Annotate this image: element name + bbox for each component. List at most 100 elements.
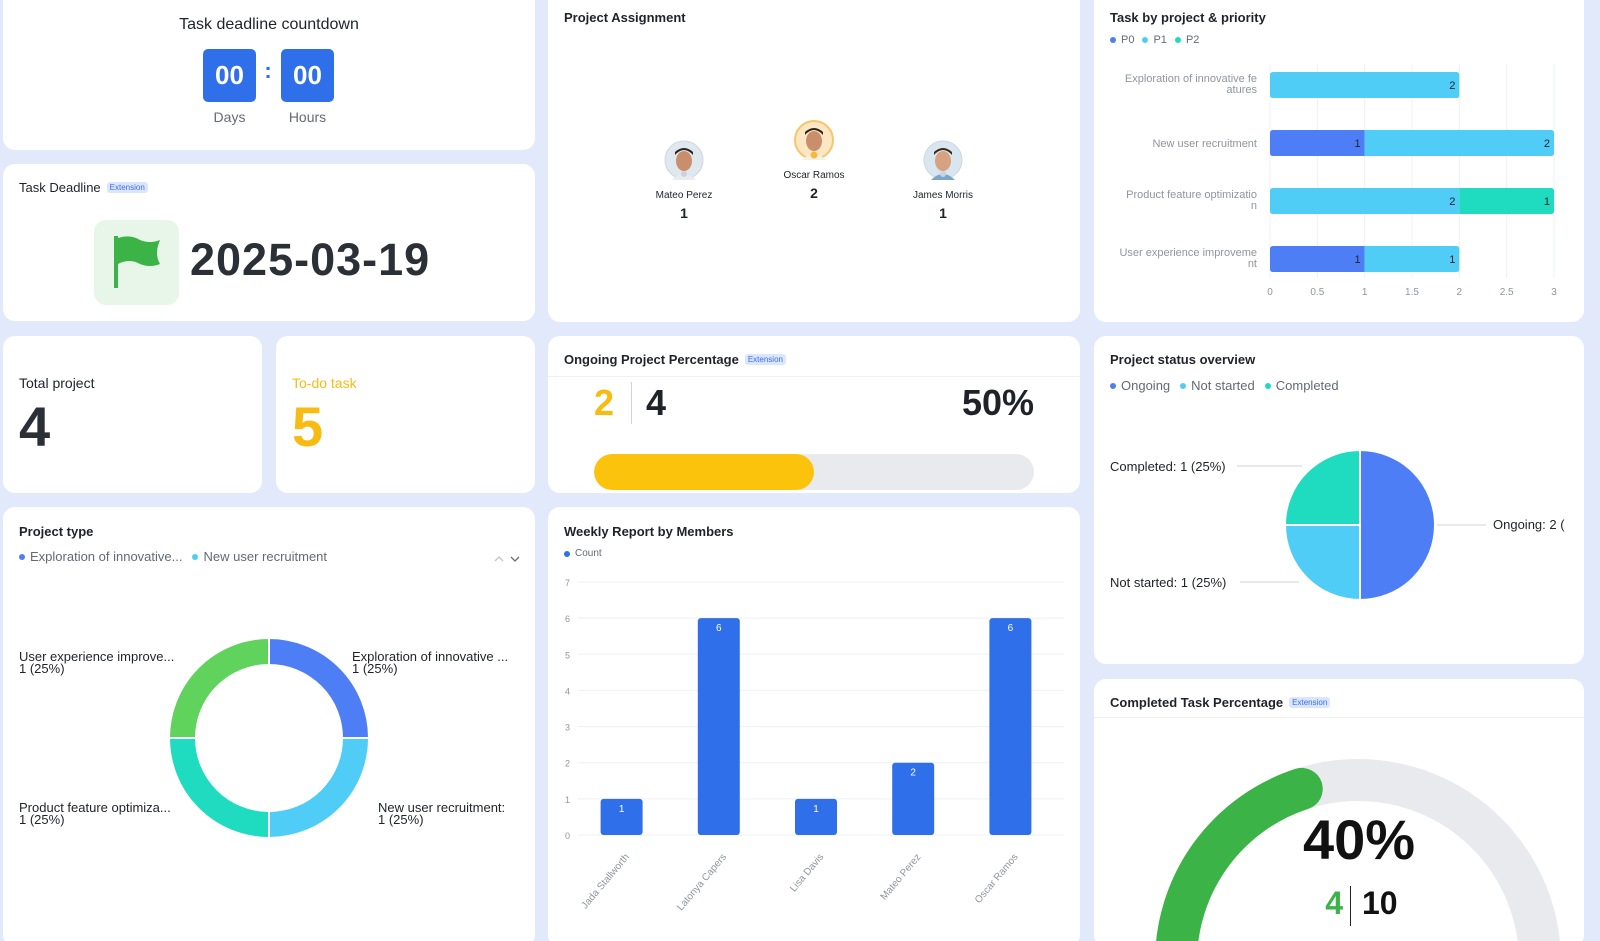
legend-dot — [19, 553, 25, 560]
y-category-label: nt — [1248, 258, 1257, 270]
legend-item-completed[interactable]: Completed — [1264, 378, 1339, 393]
assignee-count: 1 — [680, 205, 688, 221]
chevron-down-icon[interactable] — [510, 556, 520, 562]
completed-gauge — [1156, 759, 1560, 941]
y-tick-label: 4 — [565, 686, 570, 696]
y-tick-label: 5 — [565, 650, 570, 660]
data-label: 2 — [910, 768, 916, 779]
x-category-label: Oscar Ramos — [973, 852, 1021, 906]
project-type-donut: Exploration of innovative ... 1 (25%) New … — [19, 636, 508, 840]
extension-badge: Extension — [1289, 697, 1331, 708]
data-label: 6 — [716, 623, 722, 634]
legend-item-p0[interactable]: P0 — [1110, 34, 1134, 46]
x-tick-label: 2.5 — [1500, 287, 1514, 298]
legend-label: Not started — [1191, 378, 1255, 393]
y-tick-label: 3 — [565, 723, 570, 733]
legend-item-p1[interactable]: P1 — [1142, 34, 1167, 46]
legend-dot — [1180, 382, 1187, 389]
y-tick-label: 7 — [565, 578, 570, 588]
chevron-up-icon[interactable] — [494, 556, 504, 562]
assignee-james-morris: James Morris 1 — [903, 140, 983, 221]
total-project-label: Total project — [19, 375, 95, 391]
data-label: 2 — [1544, 138, 1550, 150]
x-tick-label: 3 — [1551, 287, 1557, 298]
legend-item-not-started[interactable]: Not started — [1180, 378, 1255, 393]
legend-item-exploration[interactable]: Exploration of innovative... — [19, 549, 182, 564]
weekly-report-card: Weekly Report by Members Count 0 1 2 3 4 5 6 7 1… — [548, 507, 1080, 941]
completed-percent: 40% — [1302, 808, 1416, 871]
project-assignment-title: Project Assignment — [564, 10, 686, 25]
legend-item-ongoing[interactable]: Ongoing — [1110, 378, 1170, 393]
total-project-value: 4 — [19, 395, 51, 458]
ongoing-percent: 50% — [961, 382, 1034, 423]
bar-p1 — [1364, 130, 1554, 156]
pie-label: Completed: 1 (25%) — [1110, 459, 1226, 474]
bar-p0 — [1270, 130, 1365, 156]
avatar — [664, 140, 704, 180]
donut-label: Product feature optimiza... — [19, 800, 171, 815]
ongoing-progress-fill — [594, 454, 814, 490]
total-project-card: Total project 4 — [3, 336, 262, 493]
project-type-legend: Exploration of innovative... New user re… — [19, 549, 327, 564]
ongoing-title-text: Ongoing Project Percentage — [564, 352, 739, 367]
x-tick-label: 1 — [1362, 287, 1368, 298]
divider — [1350, 886, 1351, 926]
pie-slice-not-started — [1283, 524, 1361, 602]
assignee-name: Mateo Perez — [655, 190, 713, 201]
status-legend: Ongoing Not started Completed — [1110, 378, 1339, 393]
legend-label: New user recruitment — [203, 549, 328, 564]
bar — [600, 798, 643, 835]
y-category-label: atures — [1226, 84, 1257, 96]
legend-dot — [1142, 37, 1149, 43]
todo-task-label: To-do task — [292, 375, 357, 391]
pie-label: Ongoing: 2 ( — [1493, 517, 1565, 532]
flag-icon-box — [94, 220, 179, 305]
ongoing-progress-track — [594, 454, 1034, 490]
hours-box: 00 — [281, 49, 334, 102]
pie-label: Not started: 1 (25%) — [1110, 575, 1226, 590]
assignee-mateo-perez: Mateo Perez 1 — [644, 140, 724, 221]
completed-title: Completed Task Percentage Extension — [1110, 695, 1331, 710]
assignee-name: Oscar Ramos — [783, 170, 845, 181]
days-label: Days — [213, 109, 246, 125]
hours-label: Hours — [288, 109, 327, 125]
todo-task-value: 5 — [292, 395, 324, 458]
legend-label: Count — [575, 548, 602, 559]
flag-icon — [114, 236, 160, 288]
data-label: 1 — [1355, 138, 1361, 150]
task-deadline-card: Task Deadline Extension 2025-03-19 — [3, 164, 535, 321]
legend-item-new-user[interactable]: New user recruitment — [192, 549, 327, 564]
legend-label: P1 — [1153, 34, 1167, 46]
pie-slice-ongoing — [1359, 448, 1436, 602]
donut-label: Exploration of innovative ... — [352, 649, 508, 664]
legend-dot — [564, 550, 570, 557]
x-tick-label: 2 — [1457, 287, 1463, 298]
donut-label-value: 1 (25%) — [19, 661, 65, 676]
avatar — [794, 120, 834, 160]
bar — [892, 762, 935, 835]
ongoing-current: 2 — [594, 382, 615, 423]
divider — [548, 376, 1080, 377]
extension-badge: Extension — [744, 354, 786, 365]
data-label: 1 — [1355, 254, 1361, 266]
countdown-separator: : — [264, 58, 272, 83]
bar-p1 — [1270, 72, 1460, 98]
legend-dot — [1264, 382, 1271, 389]
priority-bar-chart: 0 0.5 1 1.5 2 2.5 3 Exploration of innovative f… — [1119, 64, 1557, 298]
legend-item-p2[interactable]: P2 — [1174, 34, 1199, 46]
bar-p2 — [1459, 188, 1554, 214]
data-label: 1 — [1544, 196, 1550, 208]
weekly-report-title: Weekly Report by Members — [564, 524, 734, 539]
legend-pager — [494, 556, 520, 562]
donut-label: New user recruitment: — [378, 800, 505, 815]
countdown-card: Task deadline countdown 00 : 00 Days Hou… — [3, 0, 535, 150]
ongoing-total: 4 — [646, 382, 667, 423]
legend-item-count[interactable]: Count — [564, 548, 602, 559]
y-category-label: New user recruitment — [1152, 138, 1257, 150]
x-tick-label: 0.5 — [1310, 287, 1324, 298]
y-category-label: Product feature optimizatio — [1126, 189, 1257, 201]
assignee-oscar-ramos: Oscar Ramos 2 — [774, 120, 854, 201]
bar-p0 — [1270, 246, 1365, 272]
y-category-label: User experience improveme — [1119, 247, 1257, 259]
ongoing-title: Ongoing Project Percentage Extension — [564, 352, 786, 367]
